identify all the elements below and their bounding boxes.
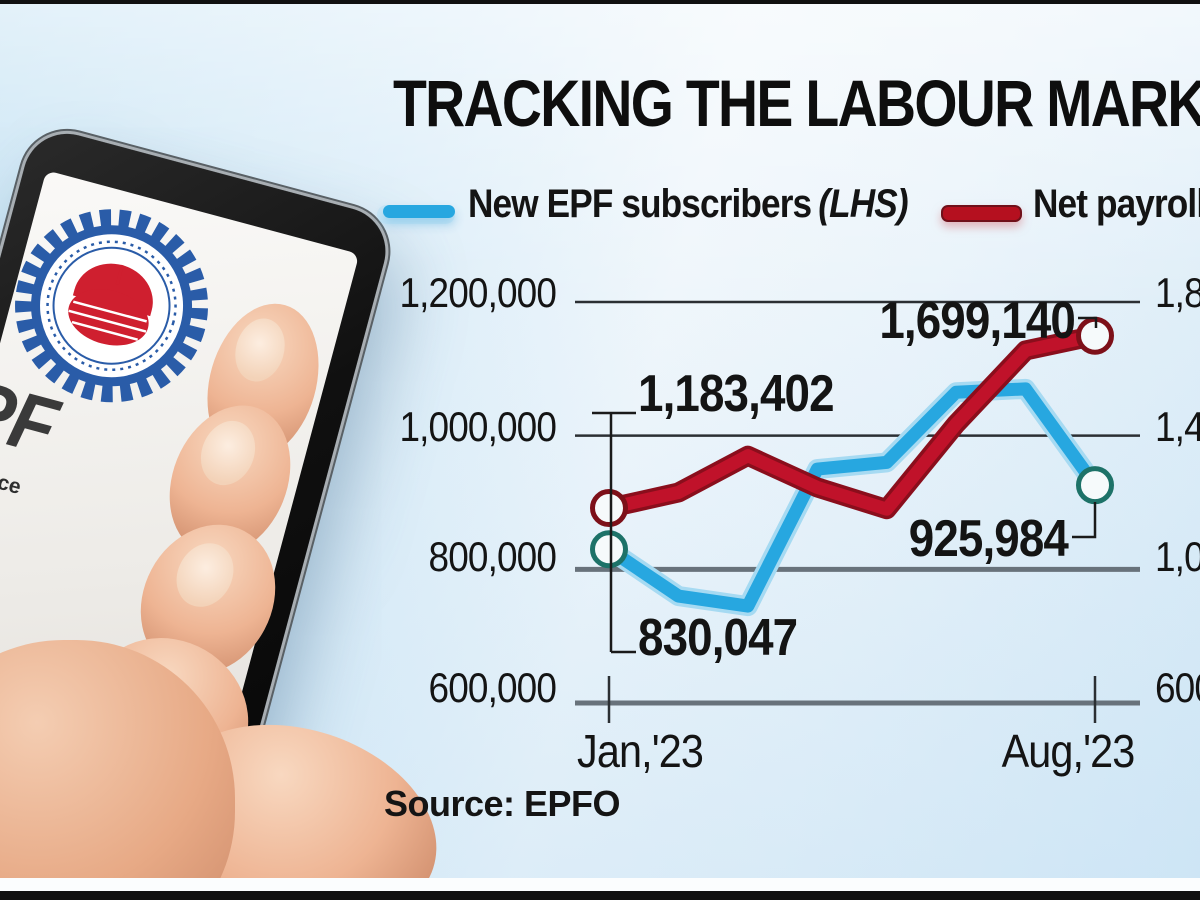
- left-axis-tick: 1,000,000: [399, 403, 556, 450]
- data-point-marker: [1076, 466, 1114, 505]
- source-credit: Source: EPFO: [384, 783, 621, 824]
- left-axis-tick: 1,200,000: [399, 269, 556, 316]
- logo-text-ring: [46, 240, 177, 371]
- x-axis-label-aug: Aug,'23: [1001, 725, 1136, 777]
- left-axis-tick: 800,000: [428, 533, 557, 580]
- phone-screen: EPF EPF Balance: [0, 170, 360, 745]
- series-line-red: [602, 329, 1102, 516]
- right-axis-tick: 1,400,000: [1155, 403, 1200, 450]
- data-point-marker: [590, 489, 628, 528]
- annotation-epf-subscribers-aug: 925,984: [908, 510, 1069, 568]
- smartphone: EPF EPF Balance: [0, 124, 396, 900]
- top-border: [0, 0, 1200, 4]
- logo-inner-ring: [52, 246, 171, 365]
- bottom-border: [0, 891, 1200, 900]
- legend-label-text: New EPF subscribers: [468, 182, 812, 226]
- right-axis-tick: 1,800,000: [1155, 269, 1200, 316]
- legend-axis-qualifier: (LHS): [818, 182, 908, 226]
- left-axis-tick: 600,000: [428, 664, 557, 711]
- bottom-margin: [0, 878, 1200, 891]
- chart-title: TRACKING THE LABOUR MARKET: [393, 66, 1200, 140]
- legend-item-net-payroll: Net payroll additions(RHS): [1033, 184, 1200, 224]
- data-point-marker: [590, 530, 628, 569]
- right-axis-tick: 600,000: [1155, 664, 1200, 711]
- x-axis-label-jan: Jan,'23: [577, 725, 704, 777]
- annotation-leader: [1072, 502, 1097, 539]
- annotation-net-payroll-aug: 1,699,140: [879, 292, 1076, 350]
- logo-red-center: [68, 289, 149, 346]
- legend-red-line-icon: [941, 205, 1022, 222]
- annotation-net-payroll-jan: 1,183,402: [638, 365, 835, 423]
- legend-blue-line-icon: [383, 205, 455, 218]
- annotation-leader: [1078, 316, 1098, 328]
- logo-gear-teeth: [15, 209, 209, 403]
- logo-stripes: [68, 300, 148, 341]
- series-line-blue: [602, 382, 1102, 613]
- right-axis-tick: 1,000,000: [1155, 533, 1200, 580]
- logo-flagpole: [115, 264, 124, 285]
- annotation-epf-subscribers-jan: 830,047: [638, 609, 798, 667]
- epfo-logo-icon: [15, 209, 209, 403]
- legend-label-text: Net payroll additions: [1033, 182, 1200, 226]
- legend-item-new-epf-subscribers: New EPF subscribers (LHS): [468, 182, 909, 226]
